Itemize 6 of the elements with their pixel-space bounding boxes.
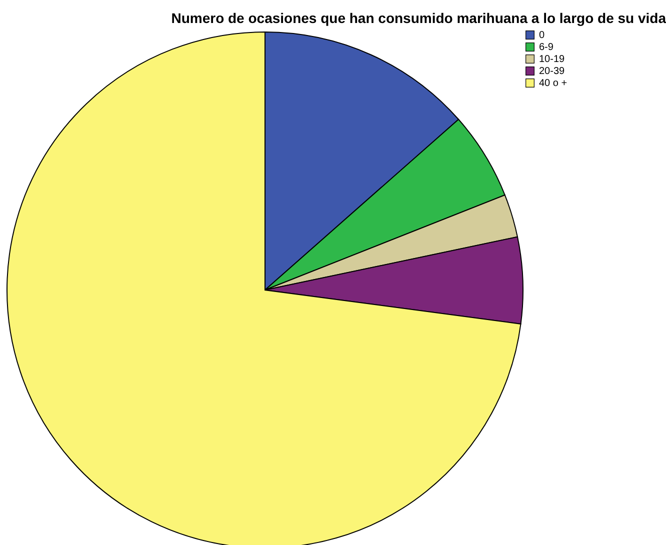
legend-label: 10-19	[539, 54, 566, 65]
legend-label: 40 o +	[539, 78, 568, 89]
legend-label: 0	[539, 30, 545, 41]
chart-title: Numero de ocasiones que han consumido marihuana a lo largo de su vida	[171, 10, 666, 26]
legend-label: 20-39	[539, 66, 566, 77]
legend-label: 6-9	[539, 42, 554, 53]
